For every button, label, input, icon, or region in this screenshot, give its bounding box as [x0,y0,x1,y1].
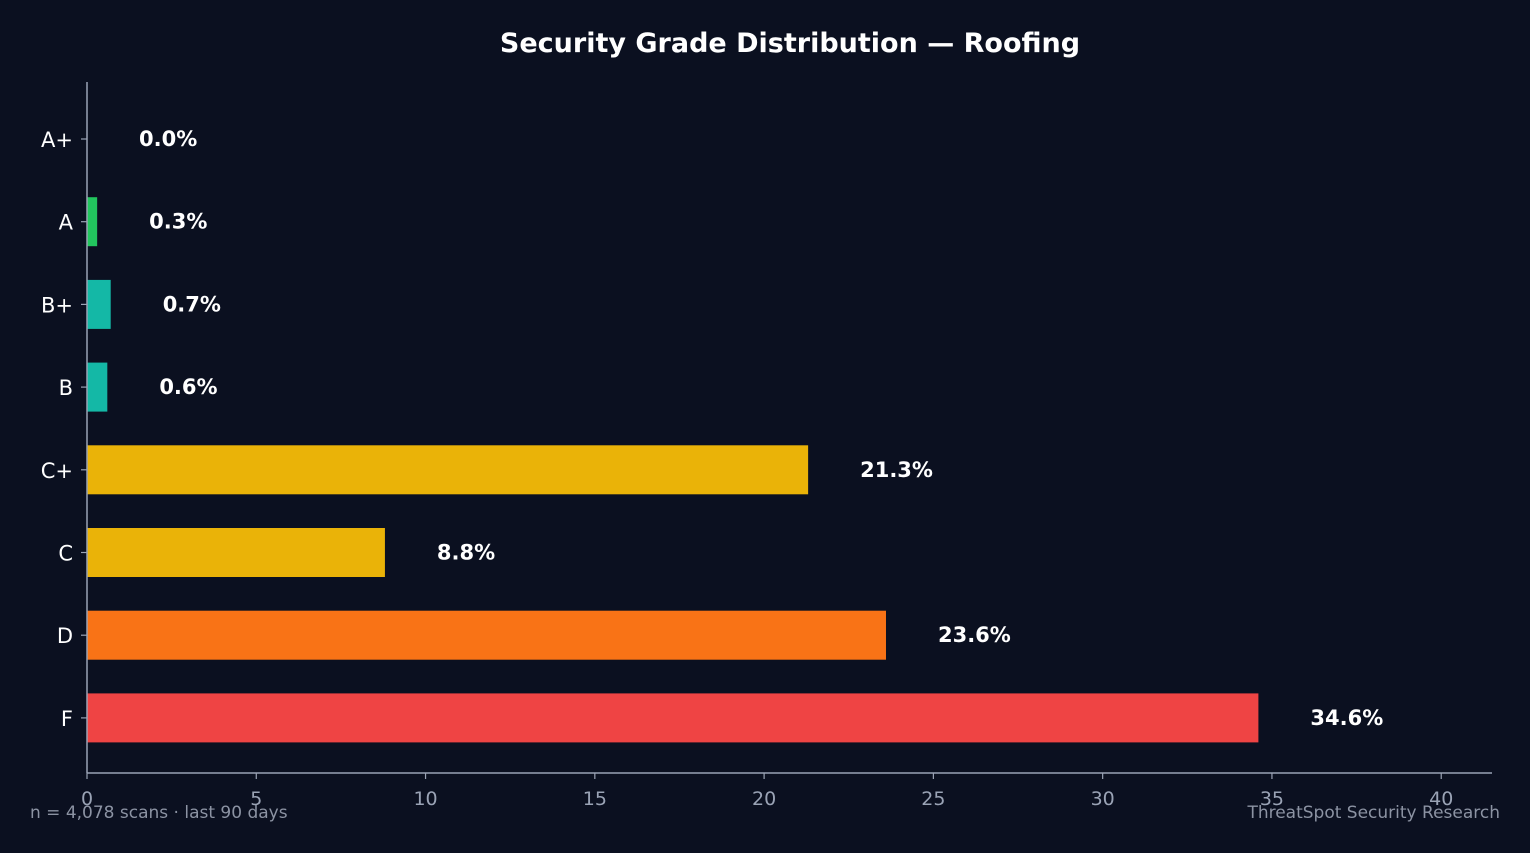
source-credit: ThreatSpot Security Research [1247,803,1500,823]
category-label: A+ [41,128,73,152]
data-label: 34.6% [1310,706,1383,730]
data-label: 0.6% [159,375,217,399]
x-tick-label: 35 [1260,788,1284,810]
bar-f [87,693,1259,743]
category-label: B [59,376,73,400]
chart-title: Security Grade Distribution — Roofing [500,28,1080,59]
axes-layer [81,82,1492,779]
bar-b [87,362,108,412]
category-label: C+ [41,459,73,483]
bars-layer [87,197,1259,743]
category-label: A [59,211,74,235]
category-label: C [58,542,73,566]
data-label: 8.8% [437,541,495,565]
x-tick-label: 5 [250,788,262,810]
category-label: B+ [41,293,73,317]
x-tick-label: 10 [413,788,437,810]
x-tick-label: 40 [1429,788,1453,810]
data-label: 0.3% [149,210,207,234]
category-label: F [61,707,73,731]
x-tick-label: 0 [81,788,93,810]
category-label: D [57,624,73,648]
sample-size-note: n = 4,078 scans · last 90 days [30,803,288,823]
data-label: 21.3% [860,458,933,482]
x-tick-label: 20 [752,788,776,810]
bar-b-plus [87,279,111,329]
data-label: 0.7% [163,292,221,316]
x-tick-label: 30 [1091,788,1115,810]
bar-d [87,610,886,660]
x-tick-label: 15 [583,788,607,810]
bar-c [87,528,385,577]
bar-a [87,197,98,247]
labels-layer: A+ 0.0% A 0.3% B+ 0.7% B 0.6% C+ 21.3% C 8.8% D 23.6%… [41,127,1454,810]
data-label: 23.6% [938,623,1011,647]
data-label: 0.0% [139,127,197,151]
bar-c-plus [87,445,809,495]
x-tick-label: 25 [921,788,945,810]
